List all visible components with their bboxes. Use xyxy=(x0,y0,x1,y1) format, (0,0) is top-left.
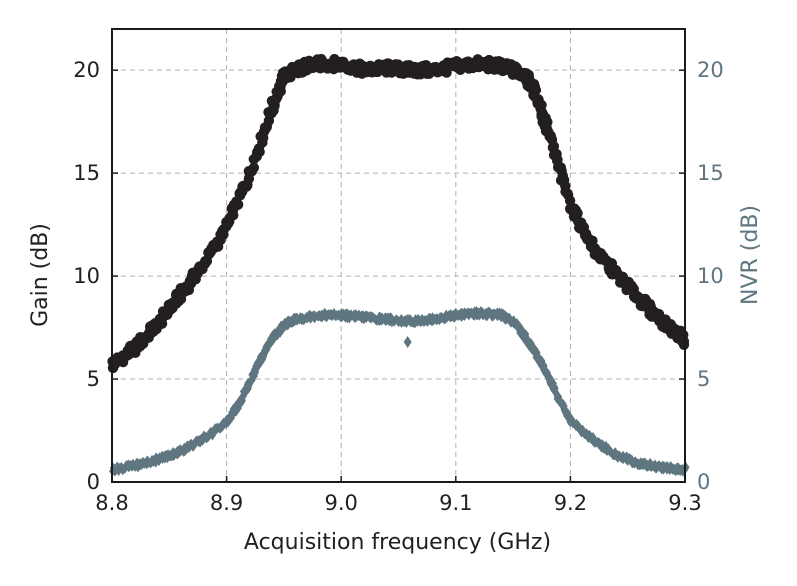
gain-point xyxy=(552,154,563,165)
y2-tick-label: 0 xyxy=(697,470,710,494)
plot-frame xyxy=(111,28,686,483)
y-tick-label: 0 xyxy=(87,470,100,494)
x-tick-label: 9.3 xyxy=(668,491,701,515)
gain-point xyxy=(530,84,542,96)
gain-series xyxy=(107,53,690,374)
labels-layer: Acquisition frequency (GHz) Gain (dB) NV… xyxy=(28,205,763,555)
x-tick-label: 9.0 xyxy=(324,491,357,515)
y2-tick-label: 5 xyxy=(697,367,710,391)
x-tick-label: 9.2 xyxy=(554,491,587,515)
y2-tick-label: 15 xyxy=(697,161,724,185)
series-layer xyxy=(107,53,690,477)
gain-point xyxy=(564,195,576,206)
axes-layer xyxy=(111,28,686,483)
y-tick-label: 20 xyxy=(73,58,100,82)
gain-point xyxy=(248,162,260,174)
x-tick-label: 8.9 xyxy=(210,491,243,515)
nvr-outlier-point xyxy=(403,335,412,348)
y-tick-label: 10 xyxy=(73,264,100,288)
x-tick-label: 9.1 xyxy=(439,491,472,515)
y2-tick-label: 20 xyxy=(697,58,724,82)
gain-point xyxy=(232,199,244,210)
y2-tick-label: 10 xyxy=(697,264,724,288)
y2-axis-label: NVR (dB) xyxy=(738,205,763,305)
gain-point xyxy=(678,329,689,341)
gain-point xyxy=(228,209,239,221)
grid-lines xyxy=(112,29,685,482)
y-axis-label: Gain (dB) xyxy=(28,223,53,327)
gain-point xyxy=(572,208,583,219)
y-tick-label: 5 xyxy=(87,367,100,391)
gain-point xyxy=(678,339,690,351)
y-tick-label: 15 xyxy=(73,161,100,185)
nvr-series xyxy=(109,305,690,477)
x-axis-label: Acquisition frequency (GHz) xyxy=(244,530,551,555)
x-tick-label: 8.8 xyxy=(95,491,128,515)
gain-point xyxy=(218,229,229,240)
